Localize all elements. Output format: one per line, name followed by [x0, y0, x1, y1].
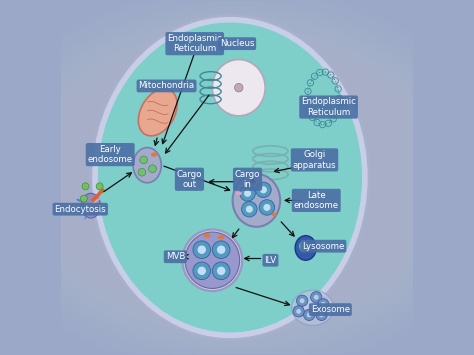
Circle shape — [297, 295, 308, 306]
Circle shape — [235, 83, 243, 92]
Circle shape — [217, 267, 225, 275]
Text: Endoplasmic
Reticulum: Endoplasmic Reticulum — [301, 97, 356, 117]
Ellipse shape — [271, 213, 277, 216]
Ellipse shape — [292, 290, 334, 326]
Circle shape — [80, 195, 87, 202]
Circle shape — [321, 302, 326, 307]
Circle shape — [244, 190, 251, 197]
Ellipse shape — [133, 148, 161, 183]
Circle shape — [303, 309, 315, 321]
Circle shape — [198, 267, 206, 275]
Text: Endoplasmic
Reticulum: Endoplasmic Reticulum — [167, 34, 222, 53]
Text: Nucleus: Nucleus — [220, 39, 254, 48]
Ellipse shape — [299, 241, 309, 252]
Circle shape — [264, 204, 271, 211]
Ellipse shape — [295, 236, 316, 260]
Circle shape — [260, 186, 267, 193]
Ellipse shape — [203, 234, 210, 238]
Circle shape — [193, 262, 210, 280]
Ellipse shape — [218, 235, 225, 240]
Circle shape — [82, 183, 89, 190]
Text: Endocytosis: Endocytosis — [55, 205, 106, 214]
Text: Mitochondria: Mitochondria — [138, 81, 195, 91]
Ellipse shape — [233, 174, 280, 227]
Text: Cargo
out: Cargo out — [177, 170, 202, 189]
Circle shape — [198, 245, 206, 254]
Circle shape — [148, 165, 156, 173]
Text: Early
endosome: Early endosome — [88, 145, 133, 164]
Ellipse shape — [236, 192, 242, 195]
Circle shape — [138, 168, 146, 176]
Circle shape — [240, 186, 255, 201]
Text: ILV: ILV — [264, 256, 276, 265]
Circle shape — [310, 291, 322, 303]
Ellipse shape — [91, 16, 369, 339]
Circle shape — [293, 306, 304, 317]
Circle shape — [212, 262, 230, 280]
Circle shape — [307, 312, 312, 317]
Circle shape — [212, 241, 230, 258]
Ellipse shape — [212, 60, 265, 116]
Circle shape — [217, 245, 225, 254]
Circle shape — [316, 309, 327, 321]
Circle shape — [319, 312, 324, 317]
Circle shape — [259, 200, 275, 215]
Ellipse shape — [98, 22, 362, 333]
Ellipse shape — [138, 89, 177, 136]
Ellipse shape — [185, 232, 240, 289]
Text: Cargo
in: Cargo in — [235, 170, 260, 189]
Circle shape — [242, 201, 257, 217]
Circle shape — [96, 183, 103, 190]
Ellipse shape — [182, 229, 242, 291]
Circle shape — [193, 241, 210, 258]
Text: Golgi
apparatus: Golgi apparatus — [292, 150, 336, 170]
Circle shape — [314, 295, 319, 300]
Text: Exosome: Exosome — [311, 305, 350, 314]
Circle shape — [255, 182, 271, 198]
Text: Late
endosome: Late endosome — [294, 191, 339, 210]
Circle shape — [318, 299, 329, 310]
Text: Lysosome: Lysosome — [302, 242, 345, 251]
Circle shape — [246, 206, 253, 213]
Text: MVB: MVB — [166, 252, 185, 261]
Ellipse shape — [151, 153, 157, 157]
Circle shape — [296, 309, 301, 314]
Ellipse shape — [81, 193, 100, 218]
Circle shape — [140, 156, 147, 164]
Circle shape — [300, 298, 305, 303]
